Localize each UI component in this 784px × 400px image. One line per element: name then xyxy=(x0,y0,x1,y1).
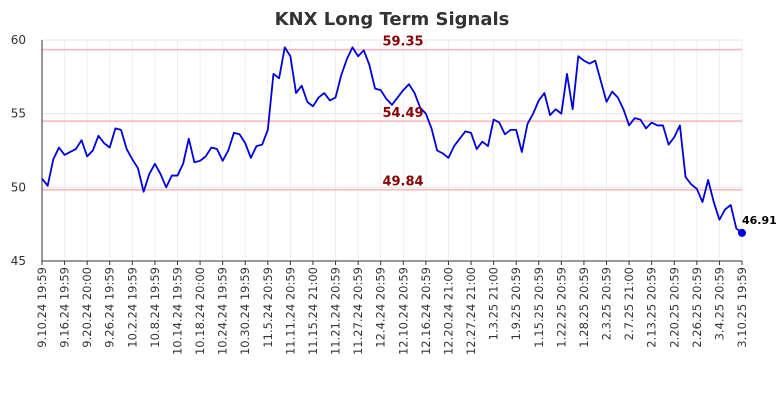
reference-line-label: 54.49 xyxy=(382,106,423,121)
grid-layer xyxy=(41,39,743,262)
x-tick-label: 12.27.24 21:00 xyxy=(464,267,478,355)
axes: 45 50 55 60 9.10.24 19:59 9.16.24 19:59 9.20.2… xyxy=(11,33,749,355)
x-tick-label: 1.3.25 21:00 xyxy=(487,267,501,340)
x-tick-label: 2.3.25 20:59 xyxy=(600,267,614,340)
x-tick-label: 2.13.25 20:59 xyxy=(645,267,659,348)
series-layer xyxy=(41,46,746,237)
chart-title: KNX Long Term Signals xyxy=(275,9,510,30)
labels-layer: 59.35 54.49 49.84 46.91 xyxy=(382,35,776,227)
x-tick-label: 1.9.25 20:59 xyxy=(509,267,523,340)
x-tick-label: 9.20.24 20:00 xyxy=(80,267,94,348)
x-tick-label: 10.14.24 19:59 xyxy=(170,267,184,355)
x-tick-label: 9.26.24 19:59 xyxy=(103,267,117,348)
last-point-label: 46.91 xyxy=(742,214,777,227)
x-tick-label: 11.21.24 20:59 xyxy=(329,267,343,355)
last-point-marker xyxy=(738,228,746,237)
x-tick-label: 11.11.24 20:59 xyxy=(283,267,297,355)
x-tick-label: 1.22.25 20:59 xyxy=(554,267,568,348)
x-tick-label: 3.10.25 19:59 xyxy=(735,267,749,348)
x-tick-label: 10.2.24 19:59 xyxy=(125,267,139,348)
x-tick-label: 9.10.24 19:59 xyxy=(35,267,49,348)
x-tick-label: 11.15.24 21:00 xyxy=(306,267,320,355)
x-tick-label: 1.15.25 20:59 xyxy=(532,267,546,348)
reference-line-label: 59.35 xyxy=(382,35,423,50)
x-tick-label: 3.4.25 20:59 xyxy=(712,267,726,340)
x-tick-label: 2.20.25 20:59 xyxy=(667,267,681,348)
x-tick-label: 1.28.25 20:59 xyxy=(577,267,591,348)
x-tick-label: 2.7.25 21:00 xyxy=(622,267,636,340)
x-tick-label: 11.27.24 20:59 xyxy=(351,267,365,355)
x-tick-label: 10.18.24 20:00 xyxy=(193,267,207,355)
reference-lines xyxy=(42,48,742,191)
x-tick-label: 12.4.24 20:59 xyxy=(374,267,388,348)
y-tick-label: 60 xyxy=(11,33,26,47)
x-tick-label: 12.16.24 20:59 xyxy=(419,267,433,355)
x-tick-label: 12.20.24 21:00 xyxy=(441,267,455,355)
x-tick-label: 9.16.24 19:59 xyxy=(58,267,72,348)
x-tick-label: 10.24.24 19:59 xyxy=(216,267,230,355)
x-tick-label: 11.5.24 20:59 xyxy=(261,267,275,348)
x-tick-label: 2.26.25 20:59 xyxy=(690,267,704,348)
y-tick-label: 50 xyxy=(11,180,26,194)
series-line xyxy=(41,46,743,234)
x-tick-label: 10.8.24 19:59 xyxy=(148,267,162,348)
y-tick-label: 55 xyxy=(11,107,26,121)
reference-line-label: 49.84 xyxy=(382,175,423,190)
y-tick-label: 45 xyxy=(11,254,26,268)
x-tick-label: 10.30.24 19:59 xyxy=(238,267,252,355)
x-tick-label: 12.10.24 20:59 xyxy=(396,267,410,355)
